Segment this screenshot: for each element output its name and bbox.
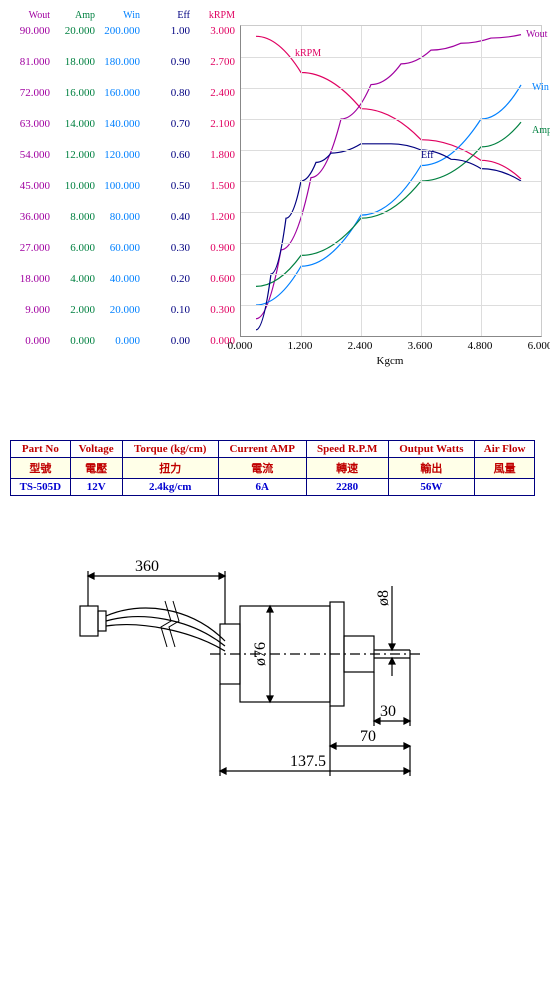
axis-ticks-kRPM: 3.0002.7002.4002.1001.8001.5001.2000.900… [195,25,235,366]
col-output: Output Watts [388,441,475,458]
spec-table: Part No Voltage Torque (kg/cm) Current A… [10,440,535,496]
table-header-cn: 型號 電壓 扭力 電流 轉速 輸出 風量 [11,458,535,479]
axis-header-Wout: Wout [10,10,50,21]
col-current: Current AMP [218,441,306,458]
dimensional-drawing: 360 ø76 ø8 30 70 137.5 [70,546,470,809]
series-label-Wout: Wout [526,29,547,40]
axis-header-Eff: Eff [150,10,190,21]
table-row: TS-505D 12V 2.4kg/cm 6A 2280 56W [11,479,535,496]
x-axis-title: Kgcm [240,355,540,367]
col-voltage: Voltage [70,441,122,458]
series-label-kRPM: kRPM [295,48,321,59]
col-partno: Part No [11,441,71,458]
axis-header-Win: Win [100,10,140,21]
dim-wire: 360 [135,558,159,575]
dim-shaft-dia: ø8 [375,590,392,606]
dim-shaft-len: 30 [380,703,396,720]
motor-performance-chart: Wout 90.00081.00072.00063.00054.00045.000… [10,10,540,380]
axis-header-kRPM: kRPM [195,10,235,21]
axis-ticks-Eff: 1.000.900.800.700.600.500.400.300.200.10… [150,25,190,366]
col-airflow: Air Flow [475,441,535,458]
series-label-Win: Win [532,82,549,93]
table-header-en: Part No Voltage Torque (kg/cm) Current A… [11,441,535,458]
axis-ticks-Wout: 90.00081.00072.00063.00054.00045.00036.0… [10,25,50,366]
series-label-Amp: Amp [532,125,550,136]
dim-front-len: 70 [360,728,376,745]
axis-header-Amp: Amp [55,10,95,21]
col-speed: Speed R.P.M [306,441,388,458]
plot-area: kRPMWoutWinAmpEff [240,25,542,337]
axis-ticks-Win: 200.000180.000160.000140.000120.000100.0… [100,25,140,366]
dim-total-len: 137.5 [290,753,326,770]
series-label-Eff: Eff [421,150,434,161]
axis-ticks-Amp: 20.00018.00016.00014.00012.00010.0008.00… [55,25,95,366]
col-torque: Torque (kg/cm) [122,441,218,458]
dim-body-dia: ø76 [252,642,269,666]
